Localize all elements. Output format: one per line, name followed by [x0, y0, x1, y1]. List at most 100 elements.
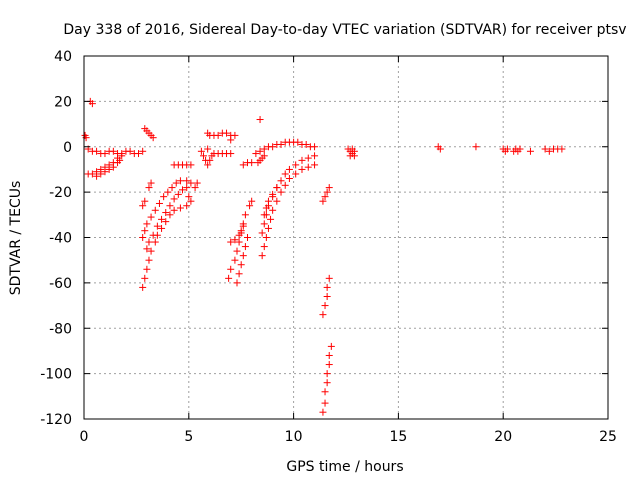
data-point: [298, 165, 306, 173]
data-point: [269, 190, 277, 198]
data-point: [302, 140, 310, 148]
data-point: [162, 209, 170, 217]
data-point: [526, 147, 534, 155]
data-point: [277, 140, 285, 148]
data-point: [258, 252, 266, 260]
data-point: [231, 236, 239, 244]
data-point: [267, 215, 275, 223]
x-tick-label: 10: [285, 429, 303, 445]
data-point: [145, 256, 153, 264]
data-point: [256, 147, 264, 155]
y-tick-label: -40: [49, 231, 72, 247]
x-tick-label: 25: [599, 429, 617, 445]
data-point: [321, 302, 329, 310]
data-point: [311, 152, 319, 160]
data-point: [109, 163, 117, 171]
data-point: [227, 150, 235, 158]
data-point: [258, 229, 266, 237]
data-point: [323, 188, 331, 196]
data-point: [241, 211, 249, 219]
data-point: [277, 188, 285, 196]
data-point: [191, 184, 199, 192]
data-point: [134, 150, 142, 158]
data-point: [243, 234, 251, 241]
data-point: [97, 170, 105, 178]
y-tick-label: -80: [49, 321, 72, 337]
data-point: [348, 145, 356, 153]
data-point: [273, 184, 281, 192]
data-point: [227, 136, 235, 144]
data-point: [248, 159, 256, 167]
data-point: [147, 179, 155, 187]
data-point: [174, 190, 182, 198]
y-tick-label: -120: [40, 412, 72, 428]
data-point: [101, 150, 109, 158]
data-point: [239, 161, 247, 169]
data-point: [214, 131, 222, 139]
data-point: [149, 134, 157, 142]
data-point: [304, 154, 312, 162]
data-point: [292, 170, 300, 178]
chart-title: Day 338 of 2016, Sidereal Day-to-day VTE…: [63, 22, 626, 38]
x-tick-label: 15: [389, 429, 407, 445]
data-point: [139, 283, 147, 291]
data-point: [262, 204, 270, 212]
data-point: [172, 179, 180, 187]
data-point: [187, 179, 195, 187]
data-point: [162, 218, 170, 226]
data-point: [292, 161, 300, 169]
data-point: [206, 156, 214, 164]
y-tick-label: -60: [49, 276, 72, 292]
data-point: [143, 265, 151, 273]
data-point: [151, 238, 159, 246]
y-tick-label: -20: [49, 185, 72, 201]
data-point: [93, 172, 101, 180]
data-point: [304, 163, 312, 171]
data-point: [223, 129, 231, 137]
data-point: [118, 152, 126, 160]
data-point: [160, 193, 168, 201]
data-point: [187, 161, 195, 169]
y-axis-label: SDTVAR / TECUs: [8, 181, 24, 296]
data-point: [321, 193, 329, 201]
data-point: [325, 361, 333, 369]
data-point: [166, 202, 174, 210]
data-point: [225, 274, 233, 282]
data-point: [141, 227, 149, 235]
grid: [84, 56, 608, 419]
data-point: [319, 197, 327, 205]
data-point: [264, 224, 272, 232]
data-point: [204, 161, 212, 169]
data-point: [158, 224, 166, 232]
y-tick-label: -100: [40, 367, 72, 383]
data-point: [185, 193, 193, 201]
data-point: [176, 177, 184, 185]
data-point: [545, 147, 553, 155]
data-point: [323, 370, 331, 378]
data-point: [183, 202, 191, 210]
data-point: [93, 147, 101, 155]
y-tick-label: 40: [54, 49, 72, 65]
data-point: [281, 181, 289, 189]
data-point: [166, 211, 174, 219]
data-point: [323, 283, 331, 291]
data-point: [472, 143, 480, 151]
data-point: [327, 342, 335, 350]
y-tick-label: 0: [63, 140, 72, 156]
data-point: [239, 252, 247, 260]
data-point: [227, 265, 235, 273]
data-point: [241, 243, 249, 251]
data-point: [183, 184, 191, 192]
data-point: [264, 197, 272, 205]
data-points: [81, 97, 566, 416]
data-point: [231, 256, 239, 264]
data-point: [187, 197, 195, 205]
data-point: [170, 206, 178, 214]
data-point: [260, 152, 268, 160]
data-point: [141, 274, 149, 282]
data-point: [325, 274, 333, 282]
data-point: [145, 238, 153, 246]
data-point: [101, 168, 109, 176]
data-point: [281, 170, 289, 178]
data-point: [233, 247, 241, 255]
